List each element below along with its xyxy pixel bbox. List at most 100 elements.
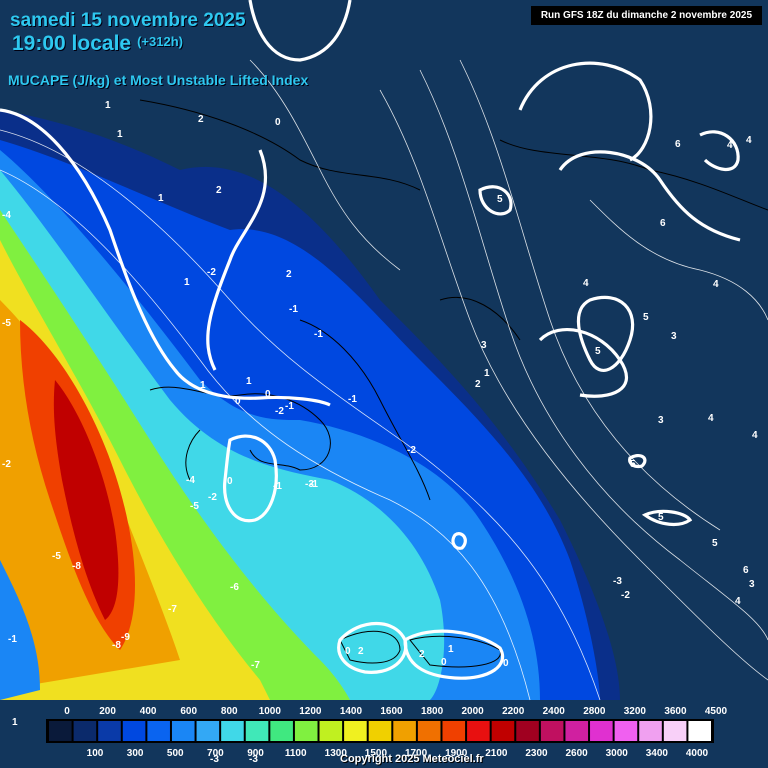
legend-swatch [270,721,293,741]
legend-swatch [639,721,662,741]
legend-tick-bottom: 500 [167,748,184,759]
li-label: 1 [12,717,18,728]
li-label: 6 [660,218,666,229]
li-label: 3 [749,579,755,590]
li-label: 6 [743,565,749,576]
li-label: -4 [186,475,195,486]
legend-swatch [467,721,490,741]
legend-tick-bottom: 1100 [285,748,307,759]
legend-swatch [171,721,195,741]
li-label: -7 [251,660,260,671]
li-label: -9 [121,632,130,643]
li-label: -1 [273,481,282,492]
li-label: -1 [314,329,323,340]
li-label: 0 [345,646,351,657]
legend-swatch [147,721,170,741]
legend-swatch [614,721,638,741]
li-label: -2 [208,492,217,503]
li-label: -3 [210,754,219,765]
legend-tick-top: 2200 [502,706,525,717]
li-label: -5 [190,501,199,512]
legend-tick-bottom: 1500 [365,748,388,759]
legend-tick-top: 3600 [664,706,687,717]
legend-tick-top: 1000 [259,706,282,717]
legend-tick-bottom: 3000 [606,748,629,759]
li-label: -2 [2,459,11,470]
li-label: 5 [595,346,601,357]
li-label: 1 [246,376,252,387]
li-label: -2 [407,445,416,456]
li-label: -1 [8,634,17,645]
li-label: -1 [348,394,357,405]
legend-swatch [688,721,711,741]
color-legend: 0 200 400 600 800 1000 1200 1400 1600 1800 2000 220… [46,706,728,759]
cape-zone-west-blue [0,560,40,700]
legend-swatch [319,721,343,741]
legend-swatch [294,721,318,741]
legend-tick-bottom: 700 [207,748,224,759]
li-zero-contours [0,0,741,680]
li-label: -2 [621,590,630,601]
legend-tick-top: 600 [180,706,197,717]
li-label: 3 [671,331,677,342]
legend-tick-top: 1600 [380,706,403,717]
legend-tick-top: 2000 [462,706,485,717]
li-label: 1 [158,193,164,204]
li-label: 4 [713,279,719,290]
forecast-lead: (+312h) [137,34,183,49]
li-label: 0 [503,658,509,669]
li-label: -8 [112,640,121,651]
li-label: 4 [746,135,752,146]
legend-tick-bottom: 4000 [686,748,709,759]
li-label: -3 [249,754,258,765]
legend-tick-top: 200 [99,706,116,717]
forecast-time-label: 19:00 locale [12,32,132,55]
legend-tick-top: 2800 [583,706,606,717]
legend-swatch [368,721,392,741]
li-label: 4 [727,140,733,151]
li-label: 4 [708,413,714,424]
li-label: 0 [235,396,241,407]
li-label: 1 [117,129,123,140]
li-label: 1 [184,277,190,288]
li-label: 4 [752,430,758,441]
li-label: 6 [675,139,681,150]
legend-tick-bottom: 3400 [646,748,669,759]
li-label: 1 [200,380,206,391]
li-label: 4 [583,278,589,289]
legend-tick-bottom: 900 [247,748,264,759]
li-label: -3 [613,576,622,587]
li-label: 1 [484,368,490,379]
parameter-title: MUCAPE (J/kg) et Most Unstable Lifted In… [8,72,309,88]
li-label: -1 [285,401,294,412]
legend-swatch [49,721,72,741]
li-label: 1 [448,644,454,655]
legend-swatch [565,721,589,741]
li-label: 0 [265,389,271,400]
legend-tick-top: 1200 [299,706,322,717]
legend-swatch [590,721,613,741]
li-label: -3 [305,479,314,490]
legend-tick-top: 800 [221,706,238,717]
li-label: -2 [207,267,216,278]
legend-tick-bottom: 1700 [405,748,428,759]
li-label: 5 [630,459,636,470]
li-label: 2 [475,379,481,390]
li-label: 2 [198,114,204,125]
li-label: 5 [643,312,649,323]
li-isolines-thin [0,59,768,701]
run-info: Run GFS 18Z du dimanche 2 novembre 2025 [530,6,762,25]
legend-swatch [98,721,121,741]
li-label: -8 [72,561,81,572]
legend-swatch [393,721,416,741]
legend-tick-bottom: 2600 [565,748,588,759]
li-label: 0 [275,117,281,128]
legend-tick-bottom: 100 [87,748,104,759]
li-label: 2 [216,185,222,196]
li-labels: 1 2 0 1 1 2 2 1 -2 -1 -1 1 1 0 0 -1 -2 -… [2,100,758,765]
legend-tick-top: 1800 [421,706,444,717]
li-label: 2 [419,649,425,660]
legend-tick-bottom: 2300 [525,748,548,759]
legend-swatch [122,721,146,741]
